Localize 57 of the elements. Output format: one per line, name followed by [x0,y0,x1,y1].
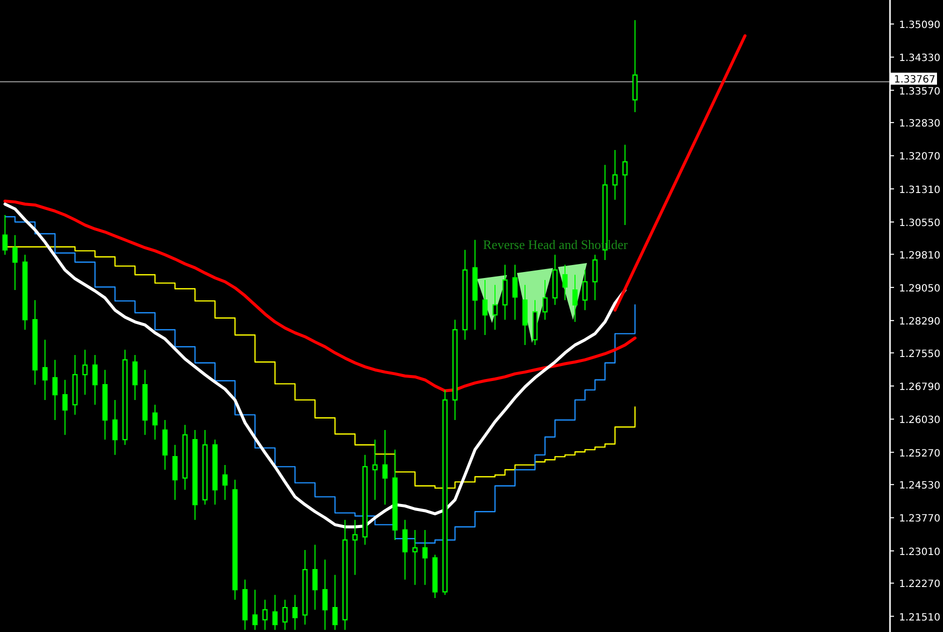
candlestick [562,264,568,301]
candlestick [52,359,58,421]
candlestick [12,234,18,291]
candlestick [382,430,388,506]
candlestick [112,399,118,456]
candlestick [262,599,268,630]
candlestick [2,214,8,256]
candlestick [582,269,588,311]
candlestick [512,264,518,320]
candlestick [542,280,548,320]
y-tick-label: 1.29810 [899,250,940,262]
y-tick-label: 1.28290 [899,316,940,328]
candlestick [82,349,88,396]
y-tick-label: 1.34330 [899,53,940,64]
candlestick [412,529,418,586]
candlestick [92,354,98,406]
candlestick [172,444,178,500]
candlestick [132,354,138,400]
candlestick [572,274,578,322]
y-tick-label: 1.26790 [899,382,940,394]
y-tick-label: 1.29050 [899,283,940,294]
y-tick-label: 1.31310 [899,184,940,196]
y-tick-label: 1.32070 [899,152,940,163]
candlestick [42,339,48,400]
candlestick [292,594,298,630]
candlestick [222,464,228,500]
candlestick [332,574,338,630]
candlestick [322,559,328,630]
y-tick-label: 1.35090 [899,20,940,31]
candlestick [422,529,428,586]
candlestick [482,280,488,336]
candlestick [612,150,618,200]
candlestick [372,439,378,500]
y-tick-label: 1.25270 [899,448,940,460]
candlestick [62,379,68,436]
candlestick [402,519,408,580]
candlestick [312,544,318,610]
candlestick [272,594,278,630]
y-tick-label: 1.32830 [899,118,940,130]
y-tick-label: 1.24530 [899,480,940,492]
y-tick-label: 1.30550 [899,218,940,230]
y-tick-label: 1.23010 [899,546,940,558]
candlestick [152,404,158,440]
ref-line-label: 1.33767 [894,74,936,86]
candlestick [352,519,358,576]
y-tick-label: 1.23770 [899,514,940,525]
candlestick [492,284,498,330]
candlestick [622,144,628,226]
candlestick [592,254,598,301]
line-series [4,200,636,392]
y-tick-label: 1.26030 [899,415,940,426]
y-tick-label: 1.33570 [899,86,940,98]
y-tick-label: 1.27550 [899,348,940,360]
y-tick-label: 1.21510 [899,612,940,624]
candlestick [282,599,288,630]
y-tick-label: 1.22270 [899,579,940,590]
candlestick [252,589,258,630]
